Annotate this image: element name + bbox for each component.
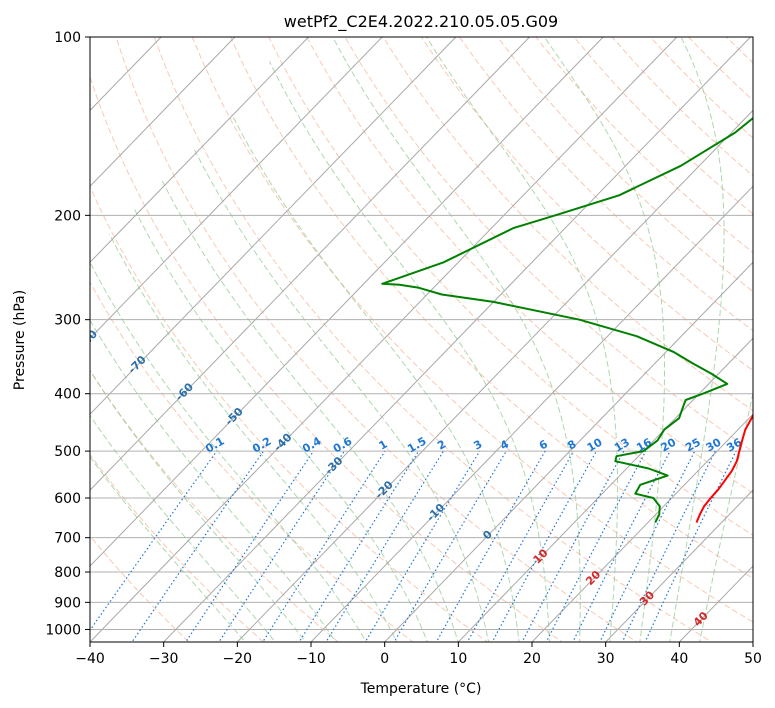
- dry-adiabat-line: [191, 37, 753, 623]
- moist-adiabat-line: [133, 208, 429, 642]
- moist-adiabat-line: [90, 369, 307, 642]
- isotherm-line: [163, 37, 751, 642]
- y-axis-label: Pressure (hPa): [12, 290, 28, 390]
- plot-frame: [89, 36, 754, 643]
- y-axis: 100 200 300 400 500 600 700 800 900 1000: [45, 30, 90, 638]
- mixing-ratio-lines: [90, 450, 737, 642]
- mixing-ratio-line: [435, 450, 546, 642]
- dry-adiabat-line: [153, 37, 713, 642]
- mixing-ratio-line: [364, 450, 481, 642]
- x-axis-label: Temperature (°C): [360, 681, 482, 697]
- moist-adiabat-line: [161, 180, 459, 642]
- x-tick-label: 0: [380, 651, 389, 667]
- mixing-ratio-line: [298, 450, 420, 642]
- isotherm-line: [90, 37, 678, 642]
- dry-adiabat-line: [115, 37, 638, 642]
- isotherm-line: [90, 37, 309, 263]
- y-tick-label: 400: [54, 387, 81, 403]
- dry-adiabat-line: [90, 185, 489, 642]
- moist-adiabat-line: [90, 262, 367, 642]
- isotherm-line: [605, 489, 753, 642]
- y-tick-label: 900: [54, 595, 81, 611]
- y-tick-label: 300: [54, 313, 81, 329]
- x-axis: −40 −30 −20 −10 0 10 20 30 40 50: [75, 642, 762, 667]
- x-tick-label: 10: [449, 651, 467, 667]
- isotherm-line: [531, 413, 753, 642]
- x-tick-label: −40: [75, 651, 105, 667]
- mixing-ratio-line: [491, 450, 597, 642]
- moist-adiabat-line: [90, 319, 337, 642]
- isotherm-label: -80: [77, 327, 100, 350]
- dry-adiabat-line: [382, 37, 753, 412]
- moist-adiabat-line: [90, 456, 246, 642]
- dry-adiabat-line: [90, 369, 340, 642]
- mixing-ratio-labels: 0.1 0.2 0.4 0.6 1 1.5 2 3 4 6 8 10 13 16 20 25 30 36: [203, 434, 744, 455]
- moist-adiabat-line: [269, 61, 550, 642]
- y-tick-label: 500: [54, 444, 81, 460]
- y-tick-label: 600: [54, 491, 81, 507]
- x-tick-label: −10: [296, 651, 326, 667]
- dry-adiabat-line: [306, 37, 753, 494]
- x-tick-label: 50: [744, 651, 762, 667]
- moist-adiabat-line: [109, 233, 398, 642]
- mixing-ratio-line: [262, 450, 386, 642]
- mixing-ratio-line: [621, 450, 716, 642]
- y-tick-label: 700: [54, 531, 81, 547]
- isotherm-line: [90, 37, 236, 188]
- y-tick-label: 200: [54, 208, 81, 224]
- chart-title: wetPf2_C2E4.2022.210.05.05.G09: [284, 12, 558, 32]
- isotherm-line: [384, 261, 753, 642]
- mixing-ratio-line: [218, 450, 345, 642]
- dewpoint-profile-line: [381, 116, 753, 523]
- isotherm-line: [90, 37, 457, 415]
- x-tick-label: −30: [149, 651, 179, 667]
- mixing-ratio-line: [90, 450, 218, 632]
- mixing-ratio-line: [393, 450, 507, 642]
- isotherms: [90, 37, 753, 642]
- mixing-ratio-line: [644, 450, 737, 642]
- y-tick-label: 100: [54, 30, 81, 46]
- mixing-ratio-line: [185, 450, 314, 642]
- y-tick-label: 800: [54, 565, 81, 581]
- dry-adiabat-line: [90, 75, 564, 642]
- temperature-profile-line: [695, 413, 753, 523]
- dry-adiabat-line: [90, 281, 414, 642]
- x-tick-label: 30: [597, 651, 615, 667]
- isotherm-line: [90, 37, 383, 339]
- dry-adiabat-line: [90, 453, 265, 642]
- isotherm-line: [310, 185, 753, 642]
- dry-adiabat-line: [344, 37, 753, 453]
- mixing-ratio-line: [131, 450, 265, 642]
- y-tick-label: 1000: [45, 622, 81, 638]
- mixing-ratio-line: [466, 450, 575, 642]
- x-tick-label: 40: [670, 651, 688, 667]
- x-tick-label: 20: [523, 651, 541, 667]
- mixing-ratio-line: [325, 450, 445, 642]
- profile-series: [381, 116, 753, 523]
- moist-adiabat-line: [231, 113, 520, 642]
- x-tick-label: −20: [223, 651, 253, 667]
- isotherm-line: [90, 37, 604, 567]
- dry-adiabat-line: [458, 37, 753, 332]
- mixing-ratio-line: [521, 450, 625, 642]
- isotherm-line: [457, 337, 753, 642]
- isotherm-line: [90, 37, 530, 491]
